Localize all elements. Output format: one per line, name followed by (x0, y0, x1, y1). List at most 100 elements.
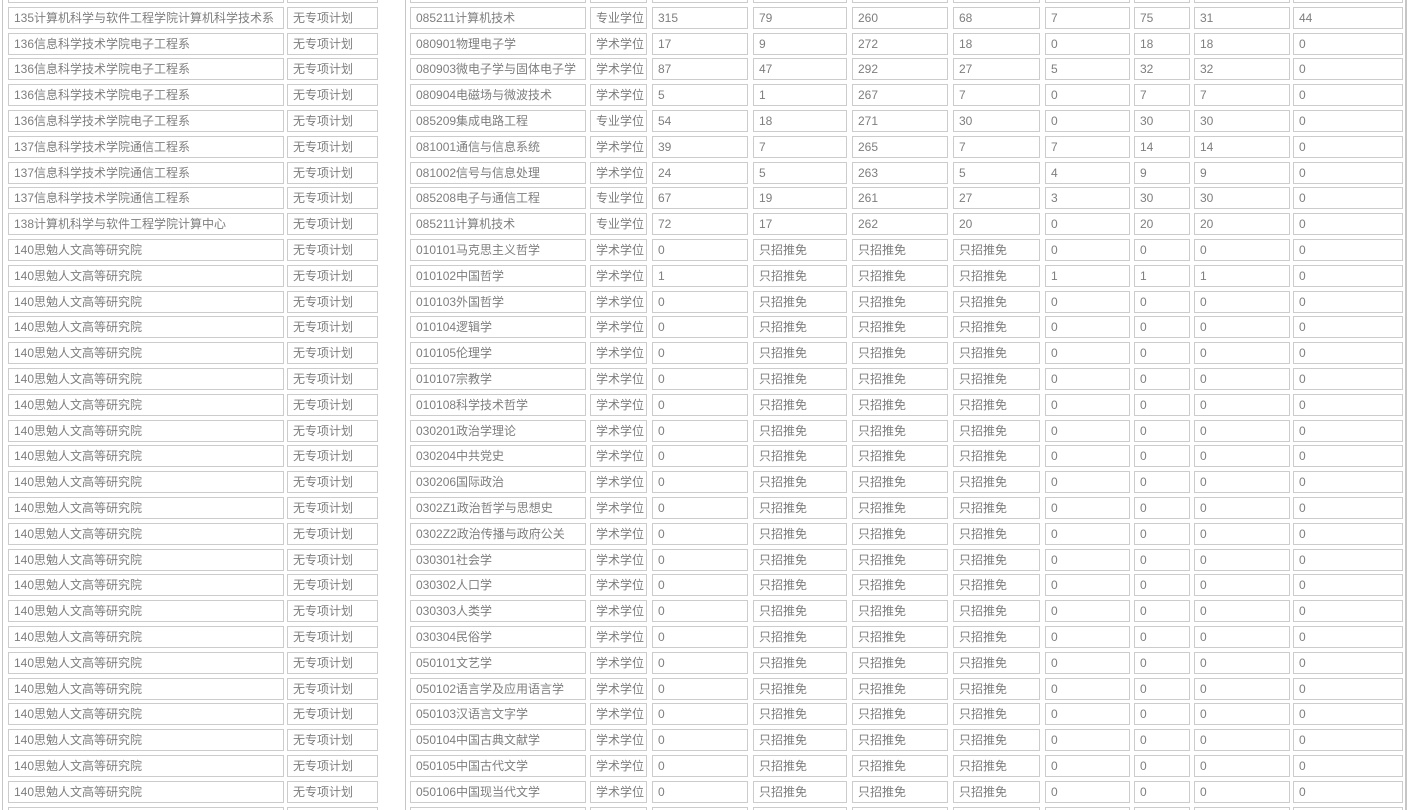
table-cell: 27 (953, 187, 1040, 210)
table-cell: 只招推免 (852, 703, 948, 726)
table-cell: 080901物理电子学 (410, 32, 586, 55)
table-cell: 只招推免 (753, 471, 847, 494)
table-cell: 0 (1045, 574, 1130, 597)
table-cell: 无专项计划 (287, 780, 378, 803)
table-cell: 0 (652, 367, 748, 390)
table-row: 080901物理电子学 学术学位 17 9 272 18 0 18 18 0 (406, 32, 1405, 55)
table-cell: 0 (652, 290, 748, 313)
table-cell: 32 (1134, 58, 1190, 81)
table-row: 050103汉语言文字学 学术学位 0 只招推免 只招推免 只招推免 0 0 0 0 (406, 703, 1405, 726)
table-cell: 学术学位 (590, 780, 647, 803)
table-cell: 140思勉人文高等研究院 (8, 651, 284, 674)
table-cell: 0 (1293, 264, 1403, 287)
table-cell: 0302Z2政治传播与政府公关 (410, 522, 586, 545)
table-cell: 140思勉人文高等研究院 (8, 677, 284, 700)
table-cell: 只招推免 (753, 264, 847, 287)
table-cell: 0 (1293, 84, 1403, 107)
table-row: 050102语言学及应用语言学 学术学位 0 只招推免 只招推免 只招推免 0 0 0 0 (406, 677, 1405, 700)
table-cell: 只招推免 (852, 625, 948, 648)
table-cell: 学术学位 (590, 238, 647, 261)
table-cell (287, 0, 378, 3)
table-cell: 只招推免 (753, 548, 847, 571)
table-cell: 140思勉人文高等研究院 (8, 600, 284, 623)
table-cell: 0 (1293, 548, 1403, 571)
table-cell: 只招推免 (953, 754, 1040, 777)
table-cell: 0 (1134, 393, 1190, 416)
table-cell: 0 (1045, 754, 1130, 777)
table-cell: 0 (1293, 316, 1403, 339)
table-cell: 140思勉人文高等研究院 (8, 445, 284, 468)
table-cell: 17 (652, 32, 748, 55)
table-row: 140思勉人文高等研究院 无专项计划 (3, 367, 403, 390)
table-cell: 267 (852, 84, 948, 107)
table-cell: 只招推免 (852, 496, 948, 519)
table-cell: 0 (652, 342, 748, 365)
table-cell: 只招推免 (953, 703, 1040, 726)
table-cell: 080903微电子学与固体电子学 (410, 58, 586, 81)
table-row: 140思勉人文高等研究院 无专项计划 (3, 574, 403, 597)
table-cell: 0 (652, 522, 748, 545)
table-cell: 30 (953, 109, 1040, 132)
table-cell: 0 (1045, 213, 1130, 236)
table-cell: 081002信号与信息处理 (410, 161, 586, 184)
table-cell: 5 (953, 161, 1040, 184)
table-cell: 0 (1134, 729, 1190, 752)
table-cell: 085208电子与通信工程 (410, 187, 586, 210)
table-cell: 0 (1194, 393, 1290, 416)
table-cell: 272 (852, 32, 948, 55)
table-cell: 0 (652, 729, 748, 752)
table-cell: 47 (753, 58, 847, 81)
table-cell: 只招推免 (852, 419, 948, 442)
table-cell: 1 (652, 264, 748, 287)
table-cell: 262 (852, 213, 948, 236)
table-row: 140思勉人文高等研究院 无专项计划 (3, 342, 403, 365)
table-cell: 学术学位 (590, 316, 647, 339)
table-cell: 0 (1134, 548, 1190, 571)
table-cell: 0 (1293, 135, 1403, 158)
table-cell: 7 (753, 135, 847, 158)
table-row: 081002信号与信息处理 学术学位 24 5 263 5 4 9 9 0 (406, 161, 1405, 184)
table-cell: 只招推免 (953, 574, 1040, 597)
table-cell: 学术学位 (590, 419, 647, 442)
table-row: 140思勉人文高等研究院 无专项计划 (3, 419, 403, 442)
table-cell: 只招推免 (852, 316, 948, 339)
table-row: 137信息科学技术学院通信工程系 无专项计划 (3, 161, 403, 184)
table-cell: 7 (1134, 84, 1190, 107)
table-row: 050104中国古典文献学 学术学位 0 只招推免 只招推免 只招推免 0 0 0 0 (406, 729, 1405, 752)
table-cell: 140思勉人文高等研究院 (8, 393, 284, 416)
table-cell: 0 (1194, 522, 1290, 545)
table-cell: 只招推免 (953, 677, 1040, 700)
table-cell: 0 (1293, 109, 1403, 132)
table-cell: 72 (652, 213, 748, 236)
table-cell: 学术学位 (590, 600, 647, 623)
table-cell: 0 (1293, 651, 1403, 674)
table-cell: 140思勉人文高等研究院 (8, 522, 284, 545)
table-cell: 0 (1134, 522, 1190, 545)
table-cell: 261 (852, 187, 948, 210)
table-cell: 87 (652, 58, 748, 81)
table-cell: 0 (652, 651, 748, 674)
table-cell: 081001通信与信息系统 (410, 135, 586, 158)
table-cell: 0 (1134, 238, 1190, 261)
table-row: 0302Z1政治哲学与思想史 学术学位 0 只招推免 只招推免 只招推免 0 0 0 0 (406, 496, 1405, 519)
table-cell: 0 (1045, 729, 1130, 752)
table-cell: 只招推免 (852, 600, 948, 623)
table-cell: 140思勉人文高等研究院 (8, 780, 284, 803)
detail-columns-pane[interactable]: 085211计算机技术 专业学位 315 79 260 68 7 75 31 44 080901物理… (405, 0, 1407, 810)
table-cell: 31 (1194, 6, 1290, 29)
table-cell: 0 (1293, 729, 1403, 752)
table-row: 010108科学技术哲学 学术学位 0 只招推免 只招推免 只招推免 0 0 0 0 (406, 393, 1405, 416)
right-rows-container: 085211计算机技术 专业学位 315 79 260 68 7 75 31 44 080901物理… (406, 6, 1405, 803)
table-cell: 0 (1045, 496, 1130, 519)
table-cell: 无专项计划 (287, 316, 378, 339)
table-cell: 只招推免 (852, 651, 948, 674)
table-cell: 0 (652, 496, 748, 519)
table-cell: 3 (1045, 187, 1130, 210)
table-row: 050106中国现当代文学 学术学位 0 只招推免 只招推免 只招推免 0 0 0 0 (406, 780, 1405, 803)
fixed-columns-pane[interactable]: 135计算机科学与软件工程学院计算机科学技术系 无专项计划 136信息科学技术学院电… (2, 0, 403, 810)
table-cell: 0 (1045, 419, 1130, 442)
table-cell: 0 (1134, 703, 1190, 726)
table-cell: 只招推免 (852, 393, 948, 416)
table-cell (8, 0, 284, 3)
